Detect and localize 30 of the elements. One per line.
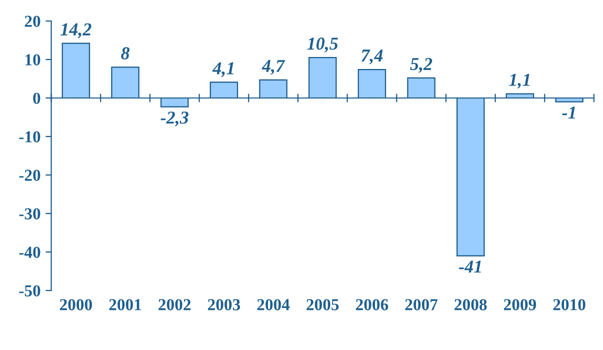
data-label: 4,7 — [262, 60, 286, 75]
x-tick-label: 2003 — [208, 299, 240, 310]
y-tick-label: 0 — [33, 92, 40, 104]
x-tick-label: 2000 — [60, 299, 92, 310]
x-tick-label: 2009 — [504, 299, 536, 310]
y-tick-label: -10 — [19, 131, 40, 142]
y-tick-label: -40 — [19, 246, 40, 258]
data-label: 5,2 — [410, 58, 432, 73]
data-label: -2,3 — [160, 112, 188, 126]
data-label: 10,5 — [307, 38, 338, 52]
x-tick-label: 2002 — [158, 299, 191, 310]
x-tick-label: 2006 — [356, 299, 388, 310]
x-tick-label: 2008 — [454, 299, 487, 310]
data-label: 7,4 — [361, 50, 383, 64]
x-tick-label: 2005 — [306, 299, 339, 310]
data-label: 1,1 — [509, 74, 530, 89]
data-label: -1 — [562, 106, 575, 119]
y-tick-label: -20 — [19, 170, 40, 181]
y-tick-label: -30 — [19, 208, 40, 220]
x-tick-label: 2004 — [257, 299, 290, 310]
data-label: 4,1 — [212, 62, 234, 77]
data-label: -41 — [458, 260, 481, 273]
x-tick-label: 2007 — [405, 299, 438, 310]
data-label: 14,2 — [60, 23, 92, 38]
x-tick-label: 2010 — [553, 299, 586, 310]
y-tick-label: -50 — [19, 285, 40, 296]
x-tick-label: 2001 — [109, 299, 142, 310]
data-label: 8 — [121, 47, 130, 60]
y-tick-label: 20 — [24, 16, 40, 27]
y-tick-label: 10 — [26, 54, 40, 66]
